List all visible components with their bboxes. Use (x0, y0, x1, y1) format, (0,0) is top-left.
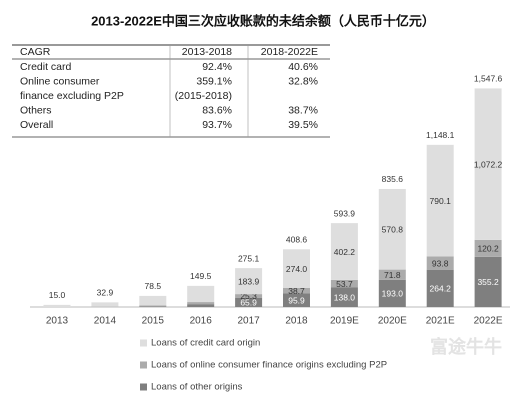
legend-label: Loans of other origins (151, 382, 243, 393)
chart-title: 2013-2022E中国三次应收账款的未结余额（人民币十亿元） (91, 13, 435, 28)
value-label: 71.8 (384, 270, 401, 280)
table-header: 2018-2022E (261, 46, 318, 58)
table-cell: 359.1% (196, 75, 232, 87)
table-cell: 93.7% (202, 119, 232, 131)
x-tick-label: 2019E (330, 316, 359, 327)
table-cell: 38.7% (288, 104, 318, 116)
legend-label: Loans of online consumer finance origins… (151, 360, 387, 371)
total-label: 593.9 (334, 208, 356, 218)
x-tick-label: 2021E (426, 316, 455, 327)
bar-segment (139, 305, 166, 306)
value-label: 95.9 (288, 295, 305, 305)
value-label: 53.7 (336, 279, 353, 289)
total-label: 32.9 (97, 288, 114, 298)
total-label: 78.5 (145, 281, 162, 291)
x-tick-label: 2013 (46, 316, 69, 327)
x-tick-label: 2020E (378, 316, 407, 327)
bar-segment (91, 302, 118, 306)
table-header: 2013-2018 (182, 46, 232, 58)
value-label: 193.0 (382, 289, 404, 299)
value-label: 264.2 (430, 284, 452, 294)
x-tick-label: 2018 (285, 316, 308, 327)
table-cell: Overall (20, 119, 53, 131)
table-cell: 83.6% (202, 104, 232, 116)
legend-swatch (140, 362, 147, 369)
value-label: 402.2 (334, 247, 356, 257)
table-cell: finance excluding P2P (20, 90, 124, 102)
watermark: 富途牛牛 (430, 336, 502, 357)
value-label: 138.0 (334, 293, 356, 303)
table-header: CAGR (20, 46, 51, 58)
value-label: 93.8 (432, 258, 449, 268)
value-label: 183.9 (238, 276, 260, 286)
x-tick-label: 2014 (94, 316, 117, 327)
table-cell: Online consumer (20, 75, 100, 87)
legend-swatch (140, 340, 147, 347)
x-tick-label: 2022E (474, 316, 503, 327)
value-label: 274.0 (286, 264, 308, 274)
bar-segment (187, 302, 214, 304)
value-label: 1,072.2 (474, 159, 503, 169)
legend-swatch (140, 384, 147, 391)
table-cell: 39.5% (288, 119, 318, 131)
x-tick-label: 2015 (142, 316, 165, 327)
bar-segment (44, 305, 71, 307)
total-label: 408.6 (286, 235, 308, 245)
legend-label: Loans of credit card origin (151, 338, 260, 349)
total-label: 149.5 (190, 271, 212, 281)
table-cell: (2015-2018) (175, 90, 232, 102)
total-label: 835.6 (382, 174, 404, 184)
table-cell: 32.8% (288, 75, 318, 87)
value-label: 355.2 (477, 277, 499, 287)
value-label: 790.1 (430, 196, 452, 206)
total-label: 1,547.6 (474, 74, 503, 84)
value-label: 120.2 (477, 244, 499, 254)
x-tick-label: 2017 (237, 316, 260, 327)
total-label: 1,148.1 (426, 130, 455, 140)
table-cell: 40.6% (288, 61, 318, 73)
total-label: 15.0 (49, 290, 66, 300)
total-label: 275.1 (238, 253, 260, 263)
bar-segment (187, 304, 214, 307)
table-cell: Others (20, 104, 52, 116)
table-cell: Credit card (20, 61, 72, 73)
table-cell: 92.4% (202, 61, 232, 73)
value-label: 570.8 (382, 225, 404, 235)
bar-segment (139, 296, 166, 306)
x-tick-label: 2016 (190, 316, 213, 327)
bar-segment (187, 286, 214, 302)
